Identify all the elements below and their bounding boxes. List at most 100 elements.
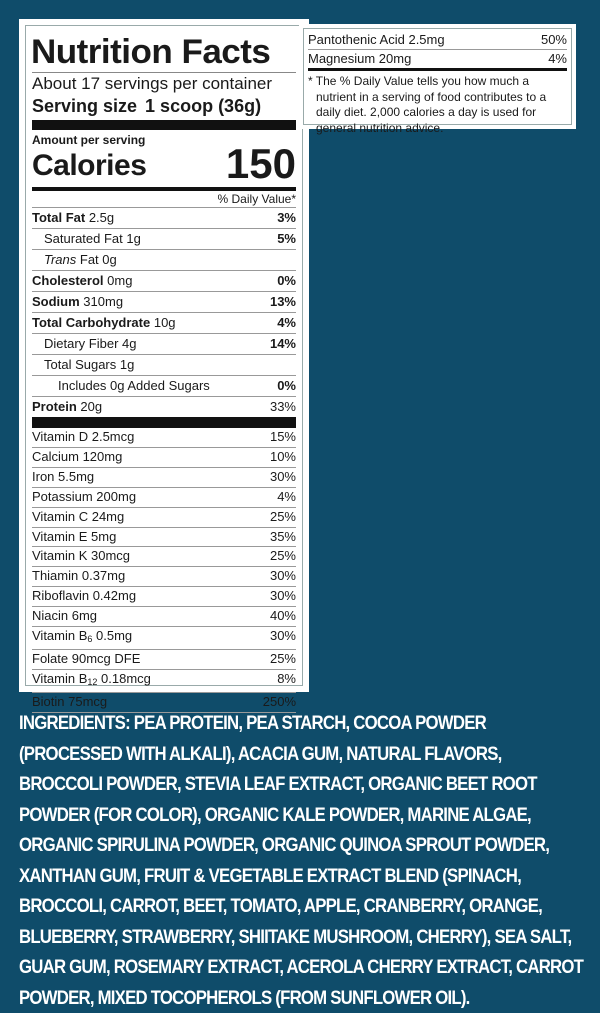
vitamin-dv: 30% bbox=[269, 628, 296, 644]
vitamin-dv: 40% bbox=[269, 608, 296, 624]
nutrient-row: Includes 0g Added Sugars 0% bbox=[32, 375, 296, 396]
divider-medium bbox=[32, 187, 296, 191]
label-title: Nutrition Facts bbox=[31, 33, 271, 71]
daily-value-footnote: * The % Daily Value tells you how much a… bbox=[308, 74, 547, 135]
nutrient-row: Sodium 310mg 13% bbox=[32, 291, 296, 312]
nutrient-name: Protein bbox=[32, 399, 77, 414]
nutrient-dv: 5% bbox=[277, 231, 296, 246]
vitamin-dv: 30% bbox=[269, 468, 296, 484]
vitamin-row: Riboflavin 0.42mg 30% bbox=[32, 586, 296, 606]
nutrient-amount: 1g bbox=[119, 357, 135, 372]
vitamin-row: Vitamin C 24mg 25% bbox=[32, 506, 296, 527]
nutrient-dv: 14% bbox=[269, 336, 296, 351]
vitamin-row: Vitamin D 2.5mcg 15% bbox=[32, 428, 296, 447]
calories-value: 150 bbox=[225, 140, 296, 187]
nutrient-amount: 310mg bbox=[83, 294, 124, 309]
vitamin-row: Vitamin B6 0.5mg 30% bbox=[32, 626, 296, 649]
nutrition-facts-continued-panel: Pantothenic Acid 2.5mg 50% Magnesium 20mg… bbox=[299, 24, 576, 135]
vitamin-name: Potassium 200mg bbox=[32, 488, 137, 504]
vitamin-name: Vitamin E 5mg bbox=[32, 528, 117, 544]
vitamin-name: Biotin 75mcg bbox=[32, 693, 108, 709]
vitamin-dv: 30% bbox=[269, 568, 296, 584]
nutrient-row: Trans Fat 0g bbox=[32, 249, 296, 270]
vitamin-row: Thiamin 0.37mg 30% bbox=[32, 566, 296, 586]
ingredients-list: PEA PROTEIN, PEA STARCH, COCOA POWDER (P… bbox=[19, 712, 584, 1009]
ingredients-text: INGREDIENTS: PEA PROTEIN, PEA STARCH, CO… bbox=[19, 708, 587, 1013]
nutrient-dv: 13% bbox=[269, 294, 296, 309]
divider-thick bbox=[32, 120, 296, 130]
ingredients-label: INGREDIENTS: bbox=[19, 712, 131, 734]
nutrient-amount: 4g bbox=[122, 336, 137, 351]
nutrient-name: Saturated Fat bbox=[44, 231, 123, 246]
amount-per-serving: Amount per serving bbox=[32, 133, 146, 147]
vitamin-dv: 30% bbox=[269, 588, 296, 604]
vitamin-dv: 4% bbox=[548, 51, 567, 66]
vitamin-row: Folate 90mcg DFE 25% bbox=[32, 648, 296, 669]
nutrient-amount: Fat 0g bbox=[79, 252, 117, 267]
vitamin-name: Pantothenic Acid 2.5mg bbox=[308, 32, 445, 47]
nutrient-row: Total Fat 2.5g 3% bbox=[32, 207, 296, 228]
vitamin-name: Vitamin K 30mcg bbox=[32, 548, 131, 564]
divider-medium bbox=[308, 68, 567, 71]
divider-thick bbox=[32, 417, 296, 428]
vitamin-name: Vitamin B12 0.18mcg bbox=[32, 670, 151, 687]
vitamin-dv: 25% bbox=[269, 508, 296, 524]
nutrition-facts-border: Nutrition Facts About 17 servings per co… bbox=[25, 25, 303, 713]
vitamin-row: Vitamin B12 0.18mcg 8% bbox=[32, 668, 296, 692]
nutrient-name: Total Fat bbox=[32, 210, 86, 225]
nutrient-amount: 1g bbox=[126, 231, 141, 246]
nutrient-row: Cholesterol 0mg 0% bbox=[32, 270, 296, 291]
divider bbox=[32, 72, 296, 73]
vitamin-list: Vitamin D 2.5mcg 15% Calcium 120mg 10% Iro… bbox=[32, 428, 296, 713]
vitamin-row: Pantothenic Acid 2.5mg 50% bbox=[308, 31, 567, 49]
nutrient-dv: 0% bbox=[277, 378, 296, 393]
nutrition-facts-panel: Nutrition Facts About 17 servings per co… bbox=[19, 19, 309, 713]
servings-per-container: About 17 servings per container bbox=[32, 74, 273, 93]
vitamin-dv: 8% bbox=[277, 670, 296, 686]
vitamin-name: Vitamin B6 0.5mg bbox=[32, 628, 133, 645]
vitamin-row: Calcium 120mg 10% bbox=[32, 446, 296, 467]
daily-value-header: % Daily Value* bbox=[217, 192, 296, 206]
vitamin-dv: 250% bbox=[262, 693, 296, 709]
nutrient-amount: 10g bbox=[153, 315, 176, 330]
vitamin-name: Vitamin C 24mg bbox=[32, 508, 125, 524]
continued-border: Pantothenic Acid 2.5mg 50% Magnesium 20mg… bbox=[303, 28, 572, 135]
calories-row: Calories 150 bbox=[32, 140, 296, 187]
nutrient-name: Cholesterol bbox=[32, 273, 104, 288]
nutrient-name: Total Carbohydrate bbox=[32, 315, 151, 330]
vitamin-dv: 35% bbox=[269, 528, 296, 544]
vitamin-name: Calcium 120mg bbox=[32, 448, 123, 464]
vitamin-row: Biotin 75mcg 250% bbox=[32, 691, 296, 713]
nutrient-row: Total Sugars 1g bbox=[32, 354, 296, 375]
nutrient-dv: 4% bbox=[277, 315, 296, 330]
vitamin-dv: 10% bbox=[269, 448, 296, 464]
vitamin-name: Niacin 6mg bbox=[32, 608, 98, 624]
nutrient-dv: 33% bbox=[269, 399, 296, 414]
nutrient-amount: 20g bbox=[80, 399, 103, 414]
vitamin-name: Vitamin D 2.5mcg bbox=[32, 429, 135, 444]
nutrient-name: Dietary Fiber bbox=[44, 336, 119, 351]
vitamin-dv: 4% bbox=[277, 488, 296, 504]
vitamin-name: Riboflavin 0.42mg bbox=[32, 588, 137, 604]
nutrient-row: Dietary Fiber 4g 14% bbox=[32, 333, 296, 354]
vitamin-row: Niacin 6mg 40% bbox=[32, 606, 296, 626]
vitamin-dv: 15% bbox=[269, 429, 296, 444]
nutrient-name: Sodium bbox=[32, 294, 80, 309]
vitamin-row: Vitamin E 5mg 35% bbox=[32, 526, 296, 547]
vitamin-name: Iron 5.5mg bbox=[32, 468, 95, 484]
nutrient-amount: 2.5g bbox=[88, 210, 115, 225]
serving-size-label: Serving size bbox=[32, 96, 138, 116]
vitamin-name: Magnesium 20mg bbox=[308, 51, 412, 66]
vitamin-row: Potassium 200mg 4% bbox=[32, 486, 296, 507]
vitamin-name: Thiamin 0.37mg bbox=[32, 568, 126, 584]
nutrient-name: Includes 0g Added Sugars bbox=[58, 378, 210, 393]
nutrient-row: Saturated Fat 1g 5% bbox=[32, 228, 296, 249]
vitamin-dv: 50% bbox=[540, 32, 567, 47]
serving-size-value: 1 scoop (36g) bbox=[145, 96, 262, 116]
vitamin-row: Iron 5.5mg 30% bbox=[32, 466, 296, 487]
serving-size: Serving size 1 scoop (36g) bbox=[32, 95, 296, 117]
nutrient-row: Protein 20g 33% bbox=[32, 396, 296, 417]
vitamin-row: Vitamin K 30mcg 25% bbox=[32, 546, 296, 566]
vitamin-dv: 25% bbox=[269, 548, 296, 564]
nutrient-row: Total Carbohydrate 10g 4% bbox=[32, 312, 296, 333]
